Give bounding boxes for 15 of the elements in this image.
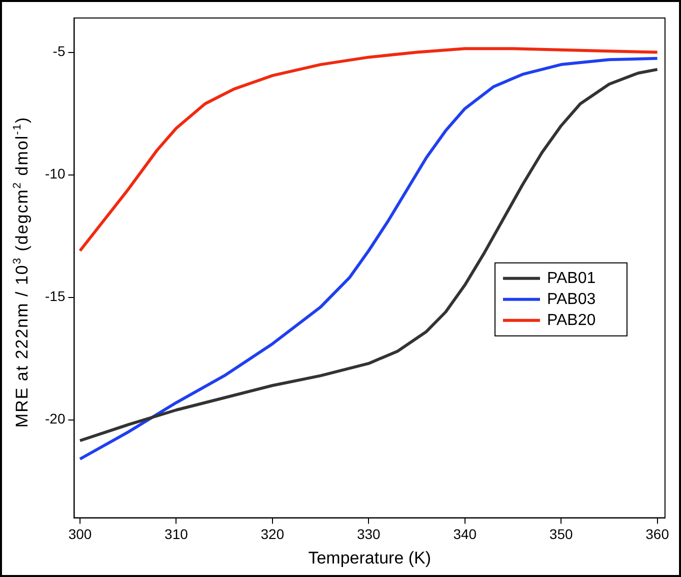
- y-tick-label: -20: [45, 410, 66, 427]
- x-tick-label: 330: [356, 526, 381, 542]
- x-tick-label: 350: [549, 526, 573, 542]
- x-tick-label: 340: [453, 526, 477, 542]
- y-tick-label: -15: [45, 288, 66, 304]
- x-tick-label: 310: [164, 526, 188, 542]
- x-tick-label: 360: [646, 526, 670, 542]
- x-axis-title: Temperature (K): [308, 548, 432, 568]
- y-tick-label: -10: [45, 166, 66, 182]
- legend-label: PAB01: [547, 270, 596, 287]
- x-tick-label: 300: [68, 526, 92, 542]
- legend-label: PAB03: [547, 290, 596, 308]
- legend-label: PAB20: [547, 312, 596, 329]
- y-tick-label: -5: [52, 43, 66, 60]
- x-tick-label: 320: [260, 526, 284, 542]
